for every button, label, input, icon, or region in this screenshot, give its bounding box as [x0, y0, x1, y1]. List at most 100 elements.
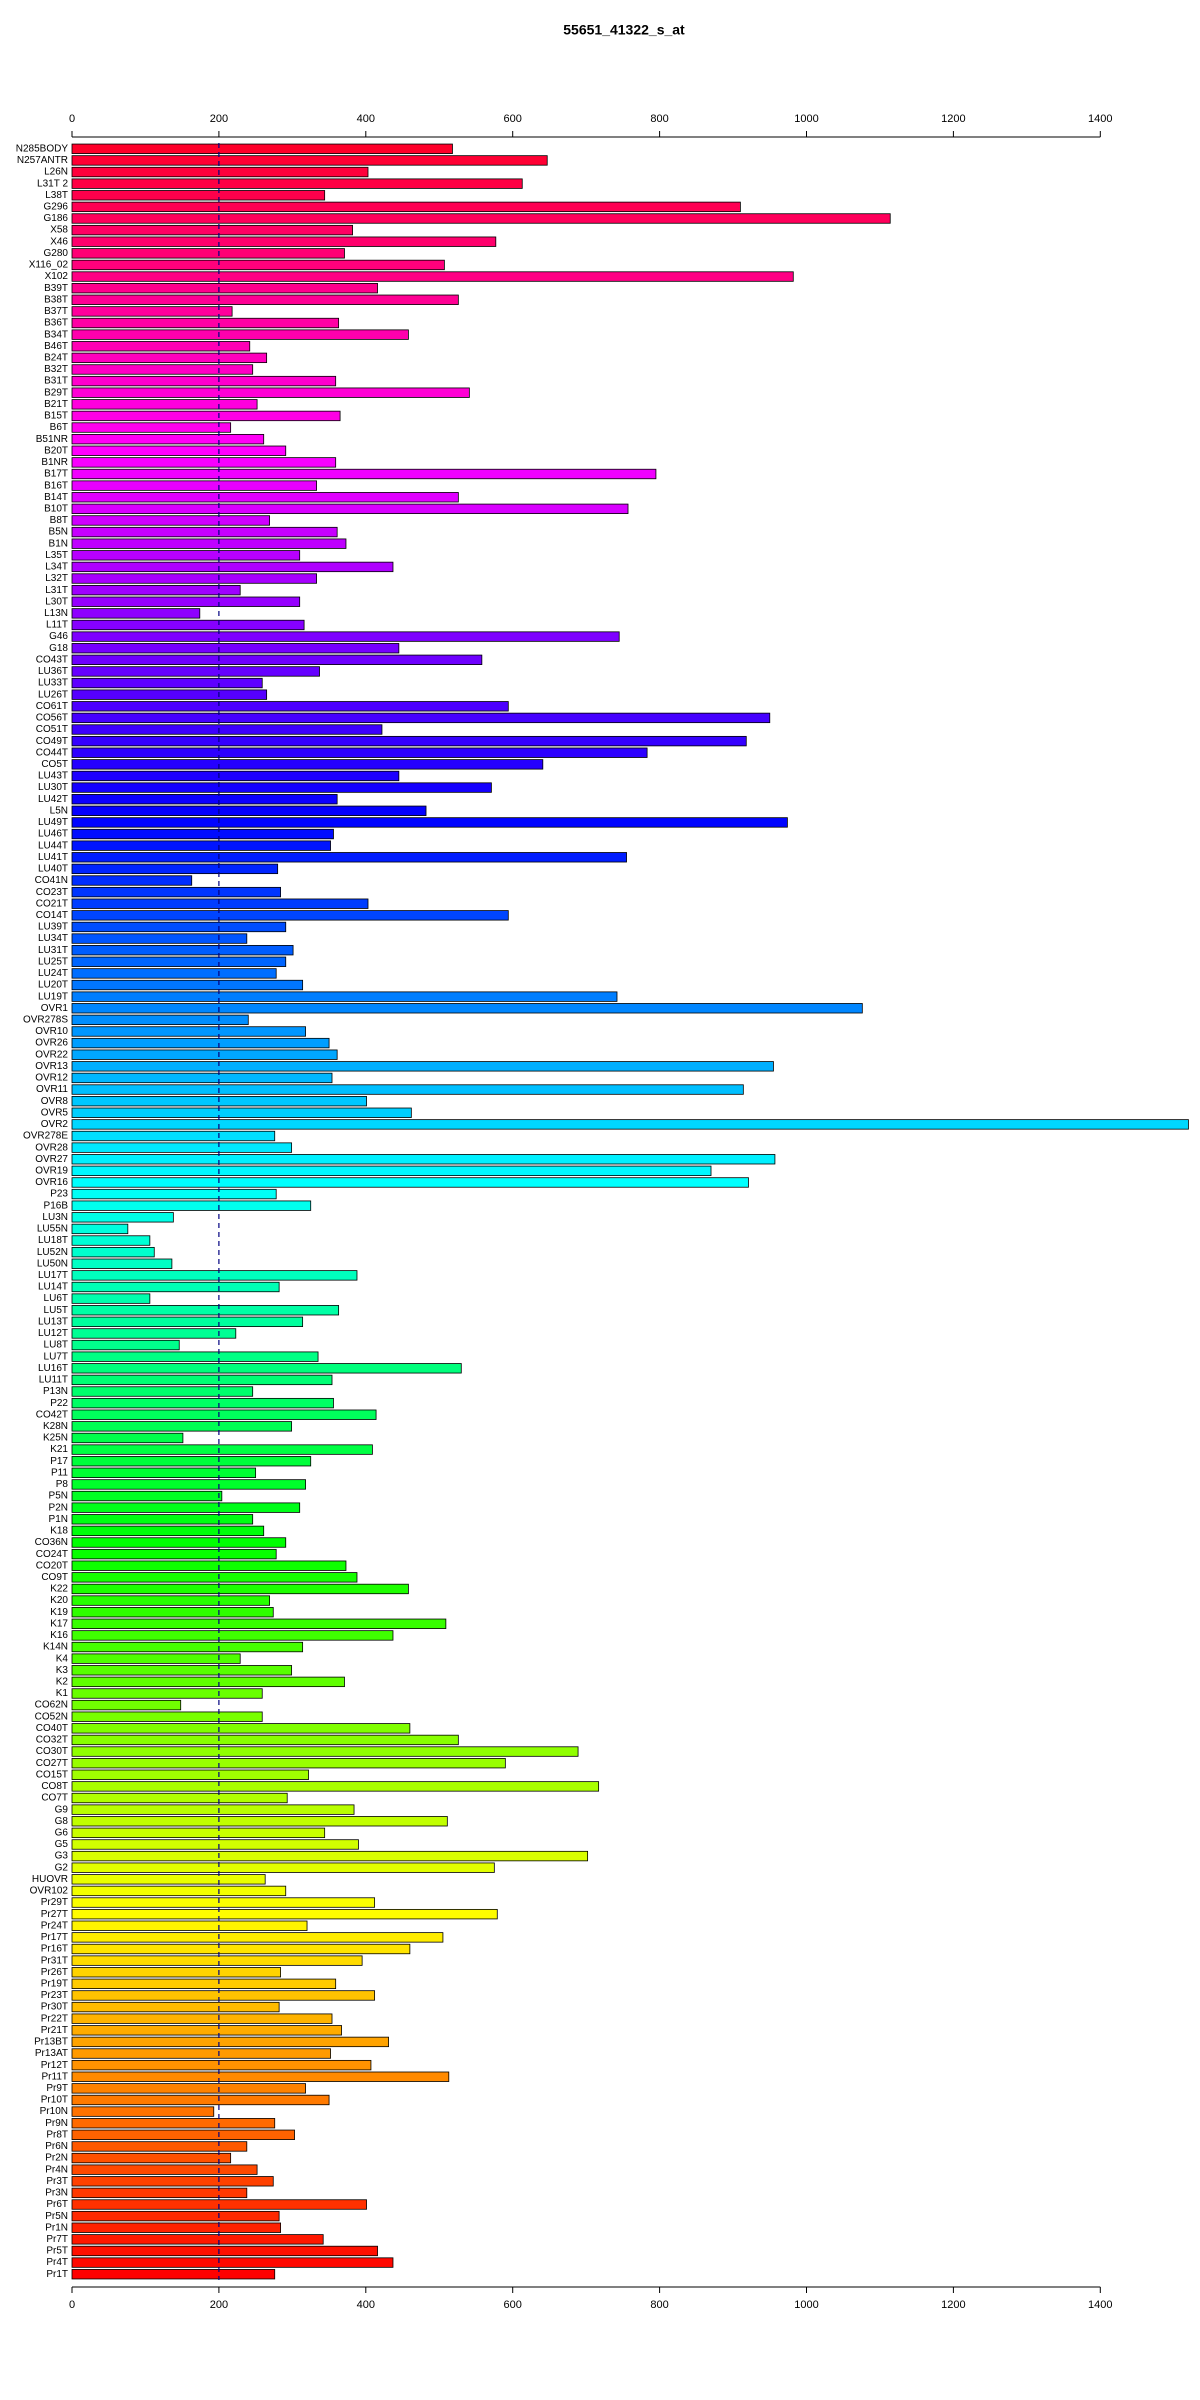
bar: [71, 735, 747, 747]
bar: [71, 782, 492, 793]
y-tick-label: L38T: [45, 190, 68, 201]
bar: [71, 1630, 394, 1641]
bar: [71, 1897, 376, 1908]
x-tick-label: 200: [210, 2299, 228, 2311]
bar: [71, 2141, 248, 2152]
y-tick-label: K28N: [43, 1421, 68, 1432]
bar: [71, 910, 509, 921]
x-tick-label: 1200: [941, 2299, 965, 2311]
y-tick-label: Pr29T: [41, 1897, 68, 1908]
bar: [71, 550, 301, 561]
bar: [71, 1781, 600, 1792]
bar: [71, 410, 341, 422]
y-tick-label: Pr6T: [46, 2199, 68, 2210]
y-tick-label: N285BODY: [16, 143, 69, 154]
bar: [71, 1839, 359, 1850]
bar: [71, 143, 453, 154]
y-tick-label: B31T: [44, 376, 68, 387]
bar: [71, 712, 771, 724]
y-tick-label: LU30T: [38, 782, 68, 793]
y-tick-label: B14T: [44, 492, 68, 503]
y-tick-label: K14N: [43, 1642, 68, 1653]
bar: [71, 259, 445, 271]
bar: [71, 921, 287, 933]
y-tick-label: CO5T: [41, 759, 68, 770]
bar: [71, 1990, 376, 2001]
y-tick-label: K4: [56, 1653, 69, 1664]
bar: [71, 1107, 412, 1118]
y-tick-label: CO20T: [36, 1560, 68, 1571]
bar: [71, 643, 400, 654]
y-tick-label: P22: [50, 1398, 68, 1409]
y-tick-label: G46: [49, 631, 68, 642]
bar: [71, 2210, 280, 2222]
bar: [71, 666, 320, 677]
y-tick-label: OVR19: [35, 1165, 68, 1176]
bar: [71, 1061, 774, 1072]
bar: [71, 1281, 280, 1293]
bar: [71, 2222, 281, 2233]
y-tick-label: CO32T: [36, 1735, 68, 1746]
bar: [71, 1804, 355, 1815]
bar: [71, 2187, 248, 2199]
y-tick-label: K25N: [43, 1433, 68, 1444]
bar: [71, 422, 232, 433]
y-tick-label: B15T: [44, 411, 68, 422]
y-tick-label: LU24T: [38, 968, 68, 979]
y-tick-label: X116_02: [29, 260, 69, 271]
bar: [71, 945, 294, 956]
y-tick-label: Pr12T: [41, 2060, 68, 2071]
bar: [71, 1374, 333, 1386]
bar: [71, 1386, 254, 1397]
y-tick-label: L35T: [45, 550, 68, 561]
y-tick-label: LU18T: [38, 1235, 68, 1246]
bar: [71, 1967, 281, 1978]
bar: [71, 1432, 184, 1444]
x-tick-label: 800: [650, 2299, 668, 2311]
y-tick-label: L30T: [45, 596, 68, 607]
y-tick-label: Pr6N: [45, 2141, 68, 2152]
bar: [71, 1862, 495, 1873]
y-tick-label: LU36T: [38, 666, 68, 677]
bar: [71, 2071, 450, 2082]
y-tick-label: CO15T: [36, 1769, 68, 1780]
bar: [71, 1525, 265, 1537]
y-tick-label: Pr19T: [41, 1978, 68, 1989]
bar: [71, 677, 263, 689]
y-tick-label: LU49T: [38, 817, 68, 828]
y-tick-label: Pr4N: [45, 2164, 68, 2175]
x-tick-label: 1400: [1088, 2299, 1112, 2311]
x-tick-label: 600: [504, 2299, 522, 2311]
bar: [71, 805, 427, 816]
y-tick-label: LU55N: [37, 1224, 68, 1235]
bar: [71, 1920, 308, 1931]
bar: [71, 248, 345, 259]
bar: [71, 1595, 270, 1606]
bar: [71, 1003, 863, 1014]
bar: [71, 1165, 712, 1177]
x-tick-label: 1000: [794, 2299, 818, 2311]
y-tick-label: B16T: [44, 480, 68, 491]
y-tick-label: Pr31T: [41, 1955, 68, 1966]
y-tick-label: LU34T: [38, 933, 68, 944]
bar: [71, 747, 648, 758]
bar: [71, 1188, 277, 1200]
y-tick-label: Pr13BT: [34, 2037, 68, 2048]
y-tick-label: X46: [50, 236, 68, 247]
y-tick-label: CO41N: [35, 875, 68, 886]
y-tick-label: B24T: [44, 353, 68, 364]
y-tick-label: B8T: [50, 515, 68, 526]
y-tick-label: OVR22: [35, 1049, 68, 1060]
y-tick-label: Pr1T: [46, 2269, 68, 2280]
bar: [71, 1026, 306, 1037]
y-tick-label: K22: [50, 1584, 68, 1595]
bar: [71, 364, 254, 375]
bar: [71, 1955, 363, 1966]
y-tick-label: K3: [56, 1665, 69, 1676]
y-tick-label: LU44T: [38, 840, 68, 851]
bar: [71, 1177, 749, 1188]
bar: [71, 306, 233, 317]
y-tick-label: G2: [55, 1862, 69, 1873]
bar: [71, 201, 741, 213]
bar: [71, 1293, 151, 1304]
